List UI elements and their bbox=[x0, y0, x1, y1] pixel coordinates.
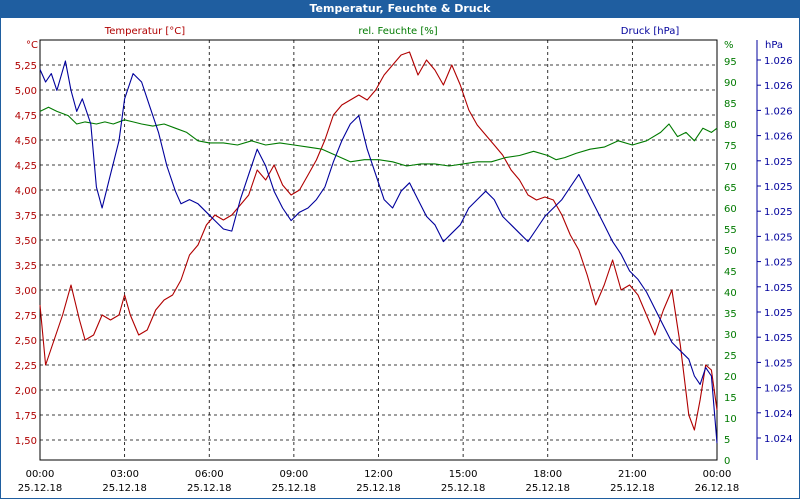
series-line-humidity bbox=[39, 106, 718, 167]
humidity-tick-label: 35 bbox=[724, 309, 737, 320]
temperature-tick-label: 2,00 bbox=[15, 386, 37, 397]
humidity-tick-label: 75 bbox=[724, 141, 737, 152]
x-tick-date: 25.12.18 bbox=[610, 483, 655, 494]
temperature-tick-label: 3,50 bbox=[15, 236, 37, 247]
humidity-tick-label: 30 bbox=[724, 330, 737, 341]
x-tick-time: 00:00 bbox=[703, 469, 732, 480]
pressure-tick-label: 1.026 bbox=[764, 56, 793, 67]
humidity-tick-label: 65 bbox=[724, 183, 737, 194]
pressure-tick-label: 1.025 bbox=[764, 333, 793, 344]
x-tick-date: 25.12.18 bbox=[525, 483, 570, 494]
series-line-temperature bbox=[39, 51, 718, 431]
temperature-tick-label: 3,25 bbox=[15, 261, 37, 272]
x-tick-time: 21:00 bbox=[618, 469, 647, 480]
x-tick-date: 25.12.18 bbox=[441, 483, 486, 494]
humidity-tick-label: 15 bbox=[724, 393, 737, 404]
humidity-tick-label: 5 bbox=[724, 435, 730, 446]
x-tick-date: 25.12.18 bbox=[356, 483, 401, 494]
temperature-tick-label: 4,75 bbox=[15, 111, 37, 122]
legend-temperature: Temperatur [°C] bbox=[104, 26, 185, 37]
humidity-tick-label: 80 bbox=[724, 120, 737, 131]
pressure-tick-label: 1.025 bbox=[764, 358, 793, 369]
pressure-tick-label: 1.025 bbox=[764, 384, 793, 395]
humidity-tick-label: 0 bbox=[724, 456, 730, 467]
humidity-tick-label: 90 bbox=[724, 78, 737, 89]
humidity-tick-label: 10 bbox=[724, 414, 737, 425]
temperature-tick-label: 1,50 bbox=[15, 436, 37, 447]
pressure-unit: hPa bbox=[765, 40, 783, 51]
humidity-tick-label: 50 bbox=[724, 246, 737, 257]
x-tick-time: 03:00 bbox=[110, 469, 139, 480]
legend-humidity: rel. Feuchte [%] bbox=[358, 26, 437, 37]
pressure-tick-label: 1.024 bbox=[764, 409, 793, 420]
x-tick-date: 25.12.18 bbox=[18, 483, 63, 494]
humidity-tick-label: 40 bbox=[724, 288, 737, 299]
pressure-tick-label: 1.026 bbox=[764, 132, 793, 143]
humidity-tick-label: 95 bbox=[724, 57, 737, 68]
temperature-tick-label: 2,25 bbox=[15, 361, 37, 372]
x-tick-time: 00:00 bbox=[26, 469, 55, 480]
temperature-tick-label: 4,50 bbox=[15, 136, 37, 147]
x-tick-date: 25.12.18 bbox=[272, 483, 317, 494]
pressure-tick-label: 1.025 bbox=[764, 283, 793, 294]
pressure-tick-label: 1.025 bbox=[764, 258, 793, 269]
temperature-tick-label: 4,00 bbox=[15, 186, 37, 197]
humidity-tick-label: 45 bbox=[724, 267, 737, 278]
pressure-tick-label: 1.025 bbox=[764, 308, 793, 319]
pressure-tick-label: 1.025 bbox=[764, 232, 793, 243]
legend-pressure: Druck [hPa] bbox=[621, 26, 680, 37]
temperature-tick-label: 3,00 bbox=[15, 286, 37, 297]
pressure-tick-label: 1.025 bbox=[764, 207, 793, 218]
temperature-tick-label: 5,25 bbox=[15, 61, 37, 72]
temperature-tick-label: 1,75 bbox=[15, 411, 37, 422]
x-tick-time: 12:00 bbox=[364, 469, 393, 480]
humidity-unit: % bbox=[724, 40, 734, 51]
temperature-tick-label: 3,75 bbox=[15, 211, 37, 222]
x-tick-date: 25.12.18 bbox=[102, 483, 147, 494]
x-tick-date: 25.12.18 bbox=[187, 483, 232, 494]
x-tick-time: 09:00 bbox=[279, 469, 308, 480]
x-tick-time: 18:00 bbox=[533, 469, 562, 480]
chart-title: Temperatur, Feuchte & Druck bbox=[0, 0, 800, 18]
temperature-tick-label: 4,25 bbox=[15, 161, 37, 172]
x-tick-time: 15:00 bbox=[449, 469, 478, 480]
temperature-tick-label: 2,75 bbox=[15, 311, 37, 322]
humidity-tick-label: 55 bbox=[724, 225, 737, 236]
temperature-tick-label: 2,50 bbox=[15, 336, 37, 347]
humidity-tick-label: 25 bbox=[724, 351, 737, 362]
humidity-tick-label: 60 bbox=[724, 204, 737, 215]
series-line-pressure bbox=[39, 60, 718, 444]
pressure-tick-label: 1.026 bbox=[764, 106, 793, 117]
humidity-tick-label: 70 bbox=[724, 162, 737, 173]
humidity-tick-label: 20 bbox=[724, 372, 737, 383]
pressure-tick-label: 1.025 bbox=[764, 182, 793, 193]
pressure-tick-label: 1.026 bbox=[764, 81, 793, 92]
x-tick-time: 06:00 bbox=[195, 469, 224, 480]
pressure-tick-label: 1.025 bbox=[764, 157, 793, 168]
x-tick-date: 26.12.18 bbox=[695, 483, 740, 494]
pressure-tick-label: 1.024 bbox=[764, 434, 793, 445]
temperature-unit: °C bbox=[26, 40, 38, 51]
humidity-tick-label: 85 bbox=[724, 99, 737, 110]
temperature-tick-label: 5,00 bbox=[15, 86, 37, 97]
